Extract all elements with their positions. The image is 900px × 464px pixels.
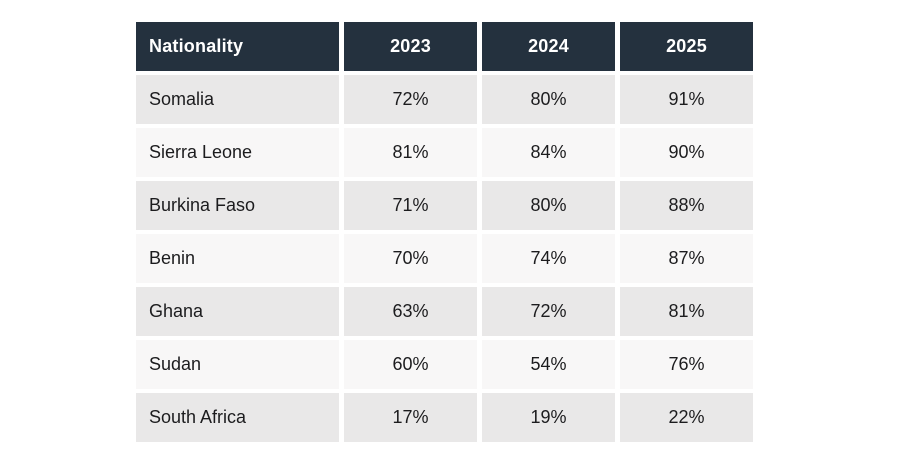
table-row-somalia: Somalia 72% 80% 91% — [136, 75, 753, 124]
value-cell: 63% — [344, 287, 477, 336]
value-cell: 72% — [344, 75, 477, 124]
table-body: Somalia 72% 80% 91% Sierra Leone 81% 84%… — [136, 75, 753, 442]
value-cell: 72% — [482, 287, 615, 336]
table-row-benin: Benin 70% 74% 87% — [136, 234, 753, 283]
value-cell: 80% — [482, 75, 615, 124]
country-cell: Benin — [136, 234, 339, 283]
header-cell-2023: 2023 — [344, 22, 477, 71]
value-cell: 84% — [482, 128, 615, 177]
table-header: Nationality 2023 2024 2025 — [136, 22, 753, 71]
country-cell: Sudan — [136, 340, 339, 389]
value-cell: 74% — [482, 234, 615, 283]
value-cell: 76% — [620, 340, 753, 389]
value-cell: 71% — [344, 181, 477, 230]
value-cell: 22% — [620, 393, 753, 442]
value-cell: 54% — [482, 340, 615, 389]
value-cell: 81% — [620, 287, 753, 336]
header-cell-2024: 2024 — [482, 22, 615, 71]
value-cell: 70% — [344, 234, 477, 283]
nationality-year-table: Nationality 2023 2024 2025 Somalia 72% 8… — [131, 18, 758, 446]
country-cell: Burkina Faso — [136, 181, 339, 230]
header-cell-nationality: Nationality — [136, 22, 339, 71]
value-cell: 60% — [344, 340, 477, 389]
country-cell: South Africa — [136, 393, 339, 442]
value-cell: 90% — [620, 128, 753, 177]
value-cell: 80% — [482, 181, 615, 230]
table-row-sudan: Sudan 60% 54% 76% — [136, 340, 753, 389]
header-row: Nationality 2023 2024 2025 — [136, 22, 753, 71]
value-cell: 81% — [344, 128, 477, 177]
country-cell: Somalia — [136, 75, 339, 124]
table-row-sierra-leone: Sierra Leone 81% 84% 90% — [136, 128, 753, 177]
value-cell: 87% — [620, 234, 753, 283]
value-cell: 17% — [344, 393, 477, 442]
value-cell: 88% — [620, 181, 753, 230]
table-row-ghana: Ghana 63% 72% 81% — [136, 287, 753, 336]
header-cell-2025: 2025 — [620, 22, 753, 71]
table-row-burkina-faso: Burkina Faso 71% 80% 88% — [136, 181, 753, 230]
country-cell: Sierra Leone — [136, 128, 339, 177]
value-cell: 91% — [620, 75, 753, 124]
value-cell: 19% — [482, 393, 615, 442]
country-cell: Ghana — [136, 287, 339, 336]
table-row-south-africa: South Africa 17% 19% 22% — [136, 393, 753, 442]
